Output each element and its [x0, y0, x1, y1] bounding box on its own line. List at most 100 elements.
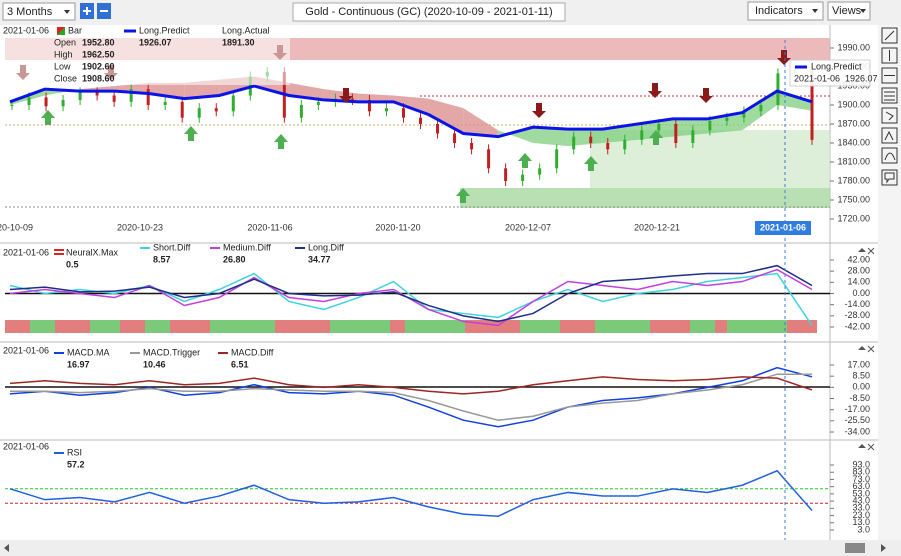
legend-label: MACD.MA	[67, 347, 110, 357]
cloud	[672, 118, 708, 137]
x-tick-label: 2020-12-21	[634, 222, 680, 232]
panel-up[interactable]	[858, 346, 866, 350]
candle	[572, 136, 576, 150]
y-tick-label: 1720.00	[837, 213, 870, 223]
support-zone	[460, 188, 830, 208]
candle	[401, 108, 405, 118]
tool-button[interactable]	[881, 147, 898, 164]
tool-button[interactable]	[881, 107, 898, 124]
tool-button[interactable]	[881, 27, 898, 44]
y-tick-label: 14.00	[847, 277, 870, 287]
legend-date: 2021-01-06	[3, 247, 49, 257]
y-tick-label: -14.00	[844, 299, 870, 309]
candle	[640, 130, 644, 140]
cloud	[498, 127, 534, 143]
y-tick-label: 1810.00	[837, 156, 870, 166]
y-tick-label: 63.0	[852, 481, 870, 491]
bar-icon	[57, 27, 65, 35]
panel-up[interactable]	[858, 444, 866, 448]
legend-label: Bar	[68, 25, 82, 35]
cloud	[567, 129, 603, 147]
candle	[589, 136, 593, 143]
candle	[606, 143, 610, 150]
dropdown-arrow	[860, 9, 866, 13]
panel-up[interactable]	[858, 248, 866, 252]
tool-button[interactable]	[881, 169, 898, 186]
candle	[180, 101, 184, 118]
y-tick-label: 28.00	[847, 266, 870, 276]
period-select[interactable]	[2, 2, 76, 21]
x-tick-label: 2020-11-06	[247, 222, 292, 232]
signal-strip	[715, 320, 727, 333]
candle	[725, 117, 729, 121]
signal-strip	[5, 320, 30, 333]
ohlc-label: Close	[54, 73, 77, 83]
views-button[interactable]	[827, 1, 871, 21]
candle	[146, 89, 150, 105]
legend-value: 6.51	[231, 359, 249, 369]
y-tick-label: 0.00	[852, 288, 870, 298]
candle	[78, 92, 82, 100]
legend-value: 1891.30	[222, 37, 255, 47]
plus-icon	[83, 7, 91, 15]
signal-strip	[560, 320, 595, 333]
ohlc-label: Open	[54, 37, 76, 47]
candle	[231, 95, 235, 112]
scroll-thumb[interactable]	[845, 543, 865, 553]
series-line	[10, 373, 812, 421]
indicators-button[interactable]	[747, 1, 824, 21]
y-tick-label: 43.0	[852, 495, 870, 505]
dropdown-arrow	[64, 10, 70, 14]
series-line	[9, 84, 813, 139]
panel-close[interactable]	[867, 345, 875, 353]
y-tick-label: 53.0	[852, 488, 870, 498]
dropdown-arrow	[812, 9, 818, 13]
candle	[163, 101, 167, 105]
x-tick-label: 2021-01-06	[760, 222, 806, 232]
legend-label: Long.Diff	[308, 242, 344, 252]
cloud	[358, 93, 394, 102]
signal-strip	[650, 320, 690, 333]
y-tick-label: 13.0	[852, 517, 870, 527]
y-tick-label: 1780.00	[837, 175, 870, 185]
tooltip	[789, 59, 871, 87]
chart-title: Gold - Continuous (GC) (2020-10-09 - 202…	[305, 6, 552, 18]
tool-button[interactable]	[881, 47, 898, 64]
ohlc-label: High	[54, 49, 73, 59]
y-tick-label: -25.50	[844, 415, 870, 425]
cloud	[777, 91, 812, 111]
legend-label: MACD.Trigger	[143, 347, 200, 357]
candle	[44, 97, 48, 107]
period-text: 3 Months	[7, 6, 53, 18]
series-line	[9, 264, 813, 323]
signal-strip	[405, 320, 465, 333]
panel-close[interactable]	[867, 247, 875, 255]
tool-button[interactable]	[881, 67, 898, 84]
y-tick-label: 17.00	[847, 359, 870, 369]
y-tick-label: 73.0	[852, 474, 870, 484]
panel-close[interactable]	[867, 443, 875, 451]
tool-button[interactable]	[881, 87, 898, 104]
candle	[504, 168, 508, 181]
signal-strip	[330, 320, 390, 333]
candle	[742, 111, 746, 118]
y-tick-label: 42.00	[847, 254, 870, 264]
x-tick-label: 2020-12-07	[505, 222, 551, 232]
candle	[367, 99, 371, 112]
tool-button[interactable]	[881, 127, 898, 144]
legend-label: Short.Diff	[153, 242, 191, 252]
y-tick-label: -8.50	[849, 393, 870, 403]
candle	[623, 139, 627, 150]
signal-strip	[727, 320, 787, 333]
panel-separators	[0, 25, 878, 540]
legend-value: 26.80	[223, 254, 246, 264]
legend-swatch	[54, 249, 64, 255]
y-tick-label: 1990.00	[837, 42, 870, 52]
legend-value: 57.2	[67, 459, 85, 469]
x-label-highlight	[755, 221, 811, 235]
ohlc-value: 1952.80	[82, 37, 115, 47]
drawing-tools	[881, 27, 898, 186]
y-tick-label: 1750.00	[837, 194, 870, 204]
candle	[708, 120, 712, 131]
candle	[350, 98, 354, 100]
